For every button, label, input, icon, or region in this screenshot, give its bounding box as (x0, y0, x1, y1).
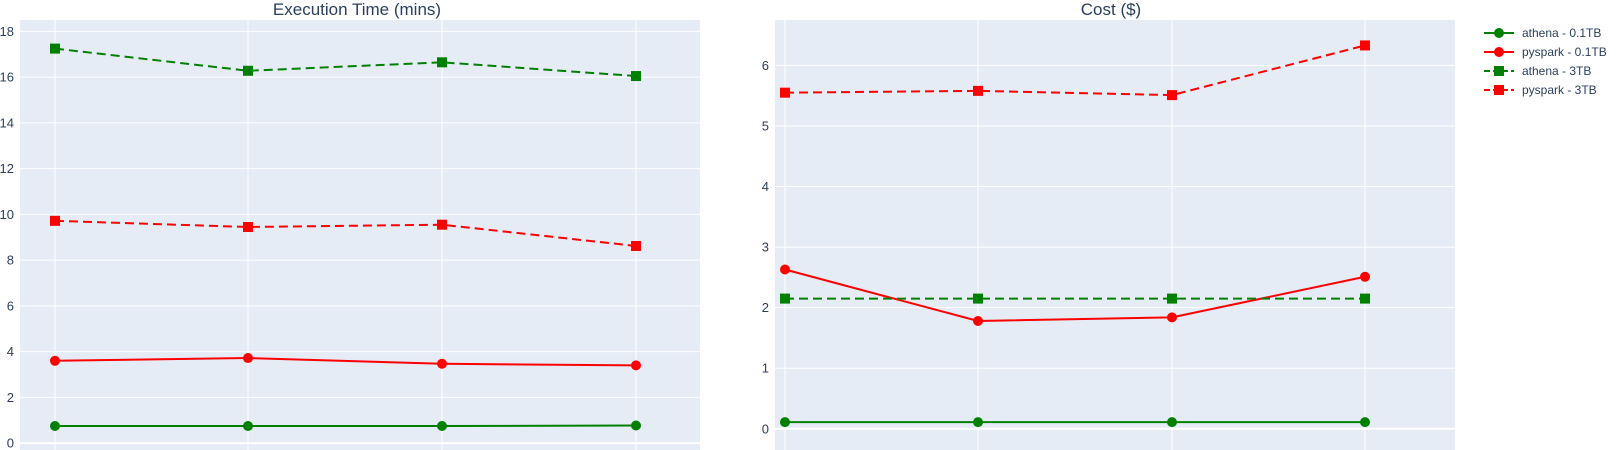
ytick-label: 1 (762, 361, 769, 376)
legend-item-athena-0-1tb[interactable]: athena - 0.1TB (1484, 26, 1601, 40)
data-point (437, 420, 447, 431)
data-point (1167, 90, 1177, 101)
data-point (631, 240, 641, 251)
series-pyspark-0-1tb (50, 353, 641, 371)
yticks-execution-time: 0 2 4 6 8 10 12 14 16 18 (0, 24, 14, 450)
legend-label: pyspark - 0.1TB (1522, 45, 1607, 59)
data-point (243, 353, 253, 364)
data-point (50, 355, 60, 366)
plot-area-execution-time (20, 20, 700, 450)
series-athena-3tb (50, 43, 641, 82)
legend-item-pyspark-0-1tb[interactable]: pyspark - 0.1TB (1484, 45, 1607, 59)
data-point (1360, 293, 1370, 304)
ytick-label: 3 (762, 240, 769, 255)
ytick-label: 14 (0, 115, 14, 130)
series-line-pyspark-0-1tb (54, 357, 637, 367)
series-group-execution-time (50, 43, 641, 431)
ytick-label: 2 (762, 300, 769, 315)
legend: athena - 0.1TB pyspark - 0.1TB athena - 3T… (1484, 26, 1607, 97)
ytick-label: 4 (762, 179, 769, 194)
legend-item-pyspark-3tb[interactable]: pyspark - 3TB (1484, 83, 1597, 97)
legend-label: pyspark - 3TB (1522, 83, 1597, 97)
chart-title-cost: Cost ($) (1081, 0, 1141, 19)
gridlines-execution-time (20, 20, 700, 450)
data-point (437, 358, 447, 369)
ytick-label: 2 (7, 390, 14, 405)
ytick-label: 5 (762, 118, 769, 133)
ytick-label: 6 (762, 58, 769, 73)
data-point (50, 420, 60, 431)
series-group-cost (780, 40, 1370, 428)
data-point (973, 293, 983, 304)
legend-marker (1494, 85, 1504, 95)
series-pyspark-0-1tb (780, 264, 1370, 326)
data-point (1360, 40, 1370, 51)
data-point (780, 293, 790, 304)
data-point (1167, 312, 1177, 323)
data-point (50, 43, 60, 54)
subplot-execution-time: 0 2 4 6 8 10 12 14 16 18 Execution Time (mins) (0, 0, 700, 450)
legend-marker (1494, 28, 1504, 38)
series-line-pyspark-3tb (54, 219, 637, 247)
data-point (1167, 293, 1177, 304)
data-point (973, 417, 983, 428)
ytick-label: 12 (0, 161, 14, 176)
legend-marker (1494, 47, 1504, 57)
series-line-pyspark-0-1tb (784, 268, 1366, 323)
series-athena-0-1tb (780, 417, 1370, 428)
data-point (50, 215, 60, 226)
data-point (780, 87, 790, 98)
data-point (1360, 271, 1370, 282)
data-point (631, 420, 641, 431)
data-point (973, 316, 983, 326)
plot-area-cost (775, 20, 1455, 450)
data-point (243, 420, 253, 431)
data-point (973, 85, 983, 96)
data-point (780, 417, 790, 428)
ytick-label: 8 (7, 253, 14, 268)
data-point (437, 57, 447, 68)
data-point (1167, 417, 1177, 428)
series-athena-3tb (780, 293, 1370, 304)
yticks-cost: 0 1 2 3 4 5 6 (762, 58, 769, 436)
data-point (780, 264, 790, 275)
legend-label: athena - 3TB (1522, 64, 1591, 78)
legend-marker (1494, 66, 1504, 76)
data-point (631, 360, 641, 371)
data-point (243, 65, 253, 76)
ytick-label: 16 (0, 70, 14, 85)
ytick-label: 10 (0, 207, 14, 222)
ytick-label: 0 (762, 421, 769, 436)
ytick-label: 18 (0, 24, 14, 39)
series-pyspark-3tb (780, 40, 1370, 101)
chart-title-execution-time: Execution Time (mins) (273, 0, 441, 19)
series-pyspark-3tb (50, 215, 641, 251)
legend-item-athena-3tb[interactable]: athena - 3TB (1484, 64, 1591, 78)
data-point (1360, 417, 1370, 428)
subplot-cost: 0 1 2 3 4 5 6 Cost ($) (762, 0, 1455, 450)
data-point (631, 71, 641, 82)
legend-label: athena - 0.1TB (1522, 26, 1601, 40)
ytick-label: 0 (7, 436, 14, 450)
ytick-label: 4 (7, 344, 14, 359)
series-athena-0-1tb (50, 420, 641, 431)
data-point (243, 221, 253, 232)
data-point (437, 219, 447, 230)
ytick-label: 6 (7, 298, 14, 313)
